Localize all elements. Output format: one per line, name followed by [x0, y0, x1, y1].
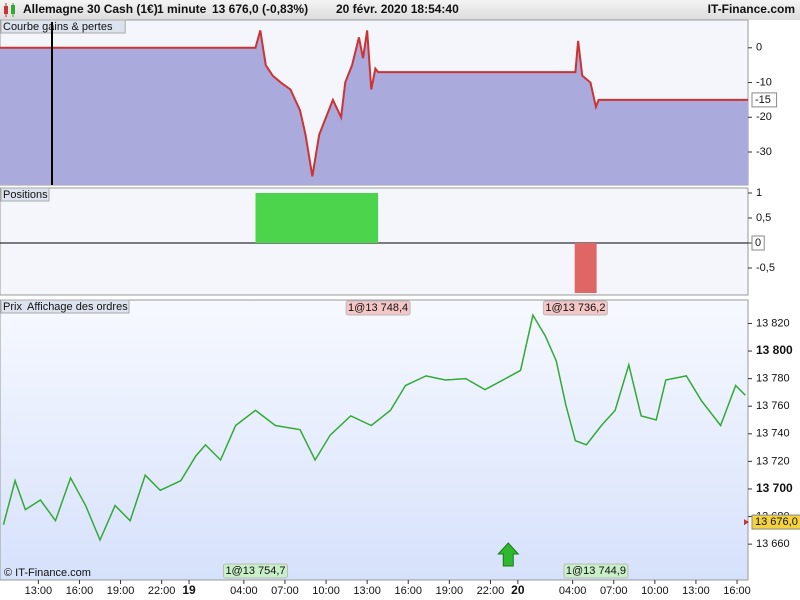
panel-title: Prix: [3, 301, 22, 313]
x-tick-label: 19:00: [107, 585, 135, 597]
y-tick-label: 13 780: [756, 373, 790, 385]
order-label-box: [222, 563, 288, 579]
x-tick-label: 04:00: [230, 585, 258, 597]
pnl-area: [0, 30, 748, 186]
plots: -30 -20 -10 0 Courbe gains & pertes -15 -0,5 0 0…: [0, 19, 800, 597]
quote: 13 676,0 (-0,83%): [212, 2, 308, 16]
price-panel: [0, 299, 749, 581]
x-tick-label: 19: [182, 583, 196, 597]
y-tick-label: 13 700: [756, 481, 793, 495]
panel-title-box: [0, 299, 130, 314]
y-tick-label: 0,5: [756, 212, 771, 224]
last-value-box: [751, 92, 778, 108]
position-bar: [574, 243, 597, 293]
panel-title-box: [0, 19, 126, 34]
x-tick-label: 10:00: [641, 585, 669, 597]
timeframe: 1 minute: [157, 2, 207, 16]
order-label-box: [563, 563, 629, 579]
app-icon: [4, 3, 15, 17]
x-tick-label: 04:00: [559, 585, 587, 597]
x-tick-label: 22:00: [477, 585, 505, 597]
last-price-marker: [744, 519, 749, 526]
y-tick-label: 1: [756, 187, 762, 199]
x-tick-label: 07:00: [271, 585, 299, 597]
instrument: Allemagne 30 Cash (1€): [23, 2, 158, 16]
header-bar: [0, 0, 800, 20]
x-tick-label: 20: [511, 583, 525, 597]
panel-title: Courbe gains & pertes: [3, 21, 113, 33]
x-tick-label: 13:00: [353, 585, 381, 597]
panel-subtitle: Affichage des ordres: [27, 301, 128, 313]
y-tick-label: 13 800: [756, 343, 793, 357]
y-tick-label: 13 720: [756, 455, 790, 467]
last-value: -15: [755, 94, 771, 106]
x-tick-label: 16:00: [394, 585, 422, 597]
x-tick-label: 16:00: [66, 585, 94, 597]
pnl-line: [0, 30, 748, 177]
last-value: 0: [755, 237, 761, 249]
last-value: 13 676,0: [755, 516, 798, 528]
x-tick-label: 22:00: [148, 585, 176, 597]
x-tick-label: 13:00: [682, 585, 710, 597]
y-tick-label: 13 760: [756, 400, 790, 412]
buy-arrow: [497, 542, 520, 567]
y-tick-label: -0,5: [756, 262, 775, 274]
order-label-box: [542, 300, 608, 316]
y-tick-label: 13 820: [756, 317, 790, 329]
y-tick-label: -30: [756, 146, 772, 158]
x-tick-label: 07:00: [600, 585, 628, 597]
panel-title-box: [0, 187, 50, 202]
order-label: 1@13 744,9: [566, 565, 626, 577]
y-tick-label: -20: [756, 111, 772, 123]
order-label-box: [345, 300, 411, 316]
last-value-box: [751, 514, 800, 530]
x-tick-label: 16:00: [723, 585, 751, 597]
x-tick-label: 13:00: [25, 585, 53, 597]
y-tick-label: 13 660: [756, 538, 790, 550]
order-label: 1@13 736,2: [545, 302, 605, 314]
brand: IT-Finance.com: [708, 2, 795, 16]
y-tick-label: -10: [756, 76, 772, 88]
price-line: [2, 313, 746, 542]
position-bar: [255, 193, 379, 243]
y-tick-label: 13 740: [756, 428, 790, 440]
last-value-box: [751, 235, 765, 251]
y-tick-label: 0: [756, 42, 762, 54]
panel-title: Positions: [3, 189, 48, 201]
order-label: 1@13 748,4: [348, 302, 408, 314]
copyright: © IT-Finance.com: [4, 567, 91, 579]
x-tick-label: 19:00: [436, 585, 464, 597]
order-label: 1@13 754,7: [225, 565, 285, 577]
x-tick-label: 10:00: [312, 585, 340, 597]
datetime: 20 févr. 2020 18:54:40: [336, 2, 459, 16]
